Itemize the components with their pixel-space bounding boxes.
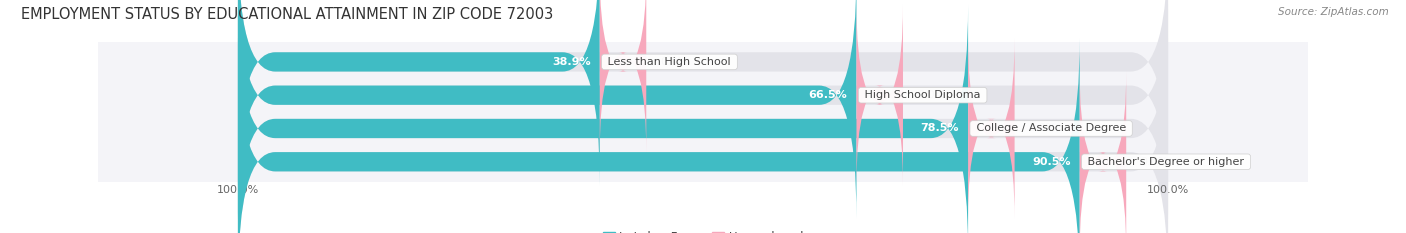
- FancyBboxPatch shape: [238, 0, 1168, 219]
- Text: 38.9%: 38.9%: [551, 57, 591, 67]
- FancyBboxPatch shape: [600, 0, 647, 152]
- FancyBboxPatch shape: [238, 5, 1168, 233]
- FancyBboxPatch shape: [969, 38, 1015, 219]
- Text: 0.0%: 0.0%: [1140, 157, 1168, 167]
- Text: Less than High School: Less than High School: [605, 57, 734, 67]
- Text: High School Diploma: High School Diploma: [860, 90, 984, 100]
- Text: 78.5%: 78.5%: [921, 123, 959, 134]
- Text: EMPLOYMENT STATUS BY EDUCATIONAL ATTAINMENT IN ZIP CODE 72003: EMPLOYMENT STATUS BY EDUCATIONAL ATTAINM…: [21, 7, 554, 22]
- FancyBboxPatch shape: [238, 0, 1168, 185]
- FancyBboxPatch shape: [238, 5, 969, 233]
- FancyBboxPatch shape: [1080, 72, 1126, 233]
- Legend: In Labor Force, Unemployed: In Labor Force, Unemployed: [598, 226, 808, 233]
- Text: Source: ZipAtlas.com: Source: ZipAtlas.com: [1278, 7, 1389, 17]
- Text: 90.5%: 90.5%: [1032, 157, 1070, 167]
- FancyBboxPatch shape: [238, 0, 600, 185]
- FancyBboxPatch shape: [856, 5, 903, 185]
- Text: 66.5%: 66.5%: [808, 90, 848, 100]
- Text: 0.0%: 0.0%: [1029, 123, 1057, 134]
- FancyBboxPatch shape: [238, 38, 1168, 233]
- Text: 0.0%: 0.0%: [917, 90, 945, 100]
- Text: Bachelor's Degree or higher: Bachelor's Degree or higher: [1084, 157, 1249, 167]
- Text: College / Associate Degree: College / Associate Degree: [973, 123, 1129, 134]
- FancyBboxPatch shape: [238, 38, 1080, 233]
- FancyBboxPatch shape: [238, 0, 856, 219]
- Text: 0.0%: 0.0%: [661, 57, 689, 67]
